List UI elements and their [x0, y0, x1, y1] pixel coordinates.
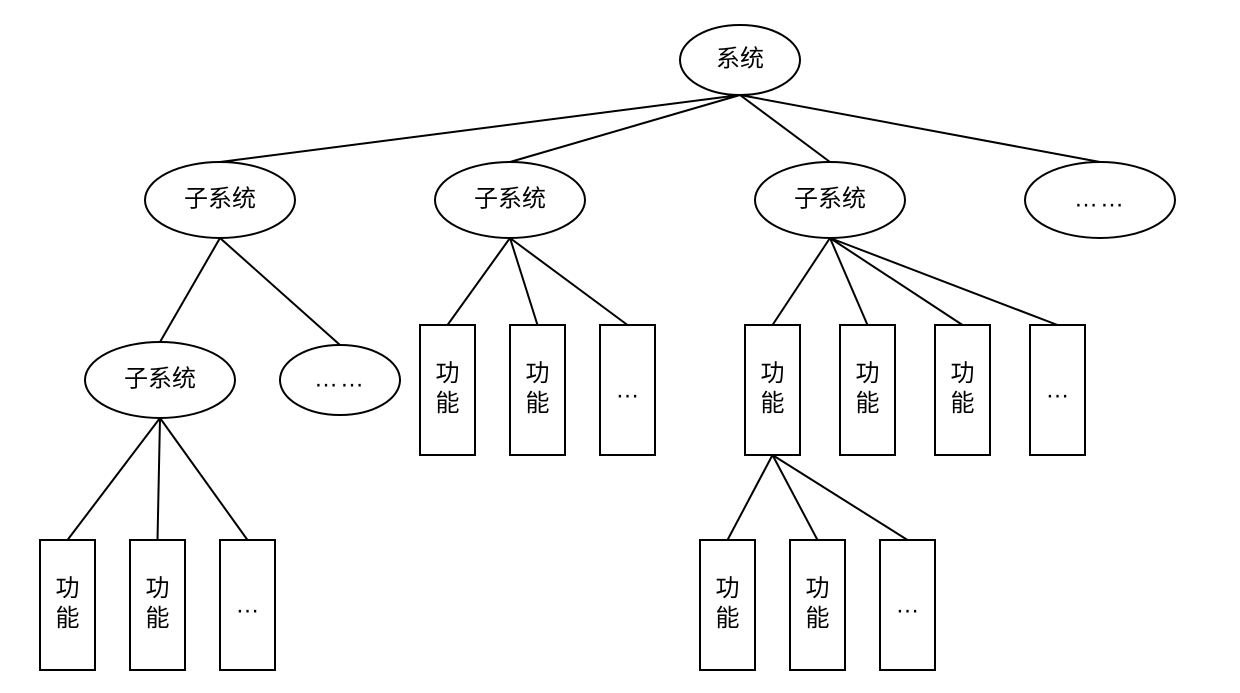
tree-node: …	[1030, 325, 1085, 455]
tree-node: 功能	[510, 325, 565, 455]
tree-node: …	[600, 325, 655, 455]
node-label: 子系统	[794, 185, 866, 212]
tree-edge	[740, 95, 1100, 162]
tree-edge	[510, 95, 740, 162]
node-label: …	[1044, 377, 1071, 404]
node-label: …	[234, 592, 261, 619]
tree-node: ……	[280, 345, 400, 415]
node-label: ……	[1074, 185, 1126, 212]
tree-node: 功能	[40, 540, 95, 670]
tree-node: 功能	[700, 540, 755, 670]
tree-node: 子系统	[755, 162, 905, 238]
tree-node: 子系统	[145, 162, 295, 238]
tree-node: 功能	[935, 325, 990, 455]
tree-node: 功能	[745, 325, 800, 455]
tree-edge	[220, 238, 340, 345]
nodes-layer: 系统子系统子系统子系统……子系统……功能功能…功能功能功能…功能功能…功能功能…	[40, 25, 1175, 670]
node-label: …	[614, 377, 641, 404]
node-label: …	[894, 592, 921, 619]
tree-node: 功能	[420, 325, 475, 455]
node-label: 系统	[716, 45, 764, 72]
tree-edge	[158, 418, 161, 540]
tree-edge	[510, 238, 538, 325]
node-label: 子系统	[124, 365, 196, 392]
tree-node: …	[220, 540, 275, 670]
tree-node: 功能	[130, 540, 185, 670]
tree-node: ……	[1025, 162, 1175, 238]
tree-edge	[448, 238, 511, 325]
tree-edge	[160, 238, 220, 342]
tree-node: 子系统	[435, 162, 585, 238]
tree-edge	[773, 238, 831, 325]
tree-node: 功能	[790, 540, 845, 670]
tree-node: 功能	[840, 325, 895, 455]
tree-edge	[68, 418, 161, 540]
node-label: 子系统	[184, 185, 256, 212]
tree-edge	[773, 455, 908, 540]
tree-node: 系统	[680, 25, 800, 95]
tree-node: 子系统	[85, 342, 235, 418]
node-label: ……	[314, 365, 366, 392]
tree-edge	[773, 455, 818, 540]
tree-edge	[510, 238, 628, 325]
tree-diagram: 系统子系统子系统子系统……子系统……功能功能…功能功能功能…功能功能…功能功能…	[0, 0, 1240, 693]
tree-edge	[740, 95, 830, 162]
tree-edge	[728, 455, 773, 540]
tree-node: …	[880, 540, 935, 670]
tree-edge	[220, 95, 740, 162]
tree-edge	[160, 418, 248, 540]
node-label: 子系统	[474, 185, 546, 212]
